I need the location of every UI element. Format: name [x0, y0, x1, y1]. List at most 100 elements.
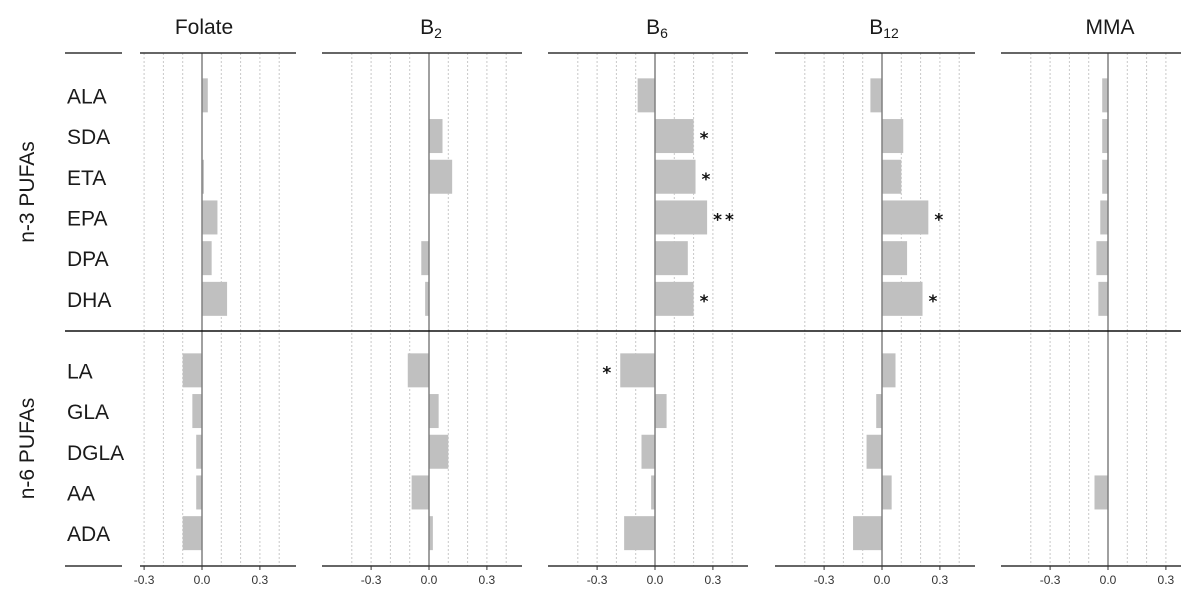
bar [655, 281, 694, 316]
bar [1102, 159, 1108, 194]
group-label: n-3 PUFAs [16, 141, 39, 243]
significance-marker: * [602, 363, 614, 383]
row-label: GLA [67, 401, 109, 424]
significance-marker: * [929, 292, 941, 312]
group-label: n-6 PUFAs [16, 398, 39, 500]
bar [1094, 475, 1108, 510]
bar [411, 475, 429, 510]
bar [421, 241, 429, 276]
tick-label: -0.3 [134, 573, 155, 587]
row-label: ETA [67, 167, 106, 190]
bar [1102, 78, 1108, 113]
significance-marker: * [934, 210, 946, 230]
tick-label: 0.3 [1158, 573, 1175, 587]
row-label: DGLA [67, 442, 124, 465]
panel-title: B2 [420, 16, 442, 41]
bar [1098, 281, 1108, 316]
panel-title: Folate [175, 16, 233, 39]
panel-title: B6 [646, 16, 668, 41]
bar [870, 78, 882, 113]
significance-marker: * [702, 170, 714, 190]
bar [876, 394, 882, 429]
panel-title-base: B [869, 16, 883, 39]
row-label: AA [67, 482, 95, 505]
bar [853, 516, 882, 551]
bar [655, 241, 688, 276]
row-label: ALA [67, 85, 107, 108]
bar [1096, 241, 1108, 276]
significance-marker: ** [713, 210, 737, 230]
tick-label: 0.3 [252, 573, 269, 587]
bar [655, 159, 696, 194]
tick-label: -0.3 [361, 573, 382, 587]
row-label: DHA [67, 289, 111, 312]
bar [866, 434, 882, 469]
bar [429, 516, 433, 551]
tick-label: 0.0 [647, 573, 664, 587]
bar [429, 159, 453, 194]
significance-marker: * [700, 292, 712, 312]
bar [429, 119, 443, 154]
panel-title-subscript: 6 [660, 25, 668, 41]
tick-label: -0.3 [1040, 573, 1061, 587]
bar [655, 200, 708, 235]
row-label: ADA [67, 523, 110, 546]
bar [882, 200, 929, 235]
bar [202, 200, 218, 235]
bar [882, 353, 896, 388]
panel-title-base: MMA [1086, 16, 1135, 39]
bar [655, 119, 694, 154]
panel-title-base: B [420, 16, 434, 39]
panel-title: MMA [1086, 16, 1135, 39]
axes [65, 52, 1181, 570]
tick-label: -0.3 [814, 573, 835, 587]
bar [882, 119, 904, 154]
bar [202, 78, 208, 113]
bar [429, 394, 439, 429]
tick-label: 0.0 [421, 573, 438, 587]
bar [202, 241, 212, 276]
tick-label: 0.3 [479, 573, 496, 587]
bar [196, 434, 202, 469]
significance-marker: * [700, 129, 712, 149]
tick-label: 0.0 [1100, 573, 1117, 587]
bar [882, 475, 892, 510]
tick-label: -0.3 [587, 573, 608, 587]
tick-label: 0.3 [932, 573, 949, 587]
row-label: SDA [67, 126, 110, 149]
panel-title-subscript: 12 [883, 25, 899, 41]
bar [882, 159, 902, 194]
row-label: DPA [67, 248, 109, 271]
bar [651, 475, 655, 510]
panel-title-subscript: 2 [434, 25, 442, 41]
row-label: EPA [67, 207, 107, 230]
tick-label: 0.0 [194, 573, 211, 587]
bar [1102, 119, 1108, 154]
bar [182, 516, 202, 551]
bar [182, 353, 202, 388]
bar [624, 516, 655, 551]
tick-label: 0.3 [705, 573, 722, 587]
bar [637, 78, 655, 113]
bar [620, 353, 655, 388]
bar [192, 394, 202, 429]
bar [196, 475, 202, 510]
bar [882, 241, 908, 276]
bar [202, 159, 204, 194]
bar [1100, 200, 1108, 235]
tick-label: 0.0 [874, 573, 891, 587]
bar [429, 434, 449, 469]
panel-title-base: Folate [175, 16, 233, 39]
row-label: LA [67, 360, 93, 383]
bar [407, 353, 429, 388]
panel-title: B12 [869, 16, 899, 41]
bar [882, 281, 923, 316]
panel-title-base: B [646, 16, 660, 39]
bar [641, 434, 655, 469]
bar [425, 281, 429, 316]
bars [182, 78, 1108, 551]
bar [655, 394, 667, 429]
bar [202, 281, 228, 316]
